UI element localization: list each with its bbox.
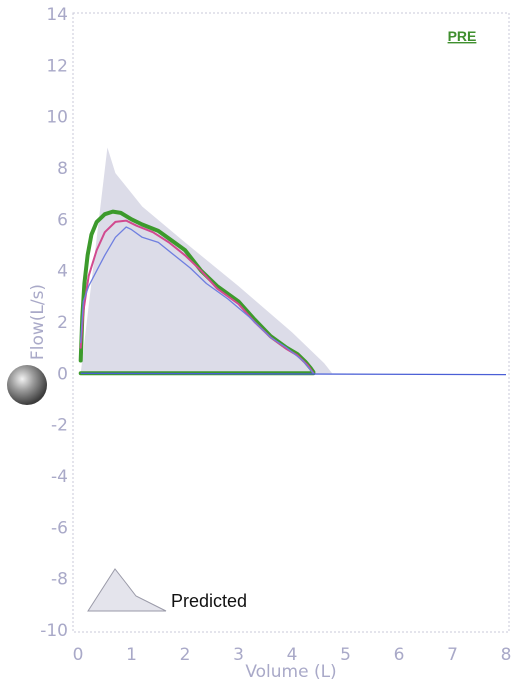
y-tick-label: 14	[46, 5, 68, 25]
x-axis-label: Volume (L)	[245, 662, 336, 682]
series-layer	[78, 209, 507, 376]
y-tick-label: -10	[40, 621, 68, 641]
predicted-area	[80, 147, 333, 374]
y-tick-label: 12	[46, 56, 68, 76]
sphere-marker-icon[interactable]	[7, 365, 47, 405]
y-tick-label: 8	[57, 159, 68, 179]
y-axis-label: Flow(L/s)	[28, 284, 48, 360]
x-tick-labels: 0 1 2 3 4 5 6 7 8	[73, 645, 512, 665]
y-tick-label: 10	[46, 108, 68, 128]
legend-predicted-swatch	[87, 568, 167, 612]
y-tick-label: 2	[57, 313, 68, 333]
y-tick-labels: 14 12 10 8 6 4 2 0 -2 -4 -6 -8 -10	[40, 5, 68, 641]
x-tick-label: 7	[447, 645, 458, 665]
predicted-region	[80, 147, 333, 374]
series-line-3	[80, 226, 315, 374]
y-tick-label: 6	[57, 210, 68, 230]
y-tick-label: 0	[57, 364, 68, 384]
x-tick-label: 8	[501, 645, 512, 665]
x-tick-label: 6	[394, 645, 405, 665]
x-tick-label: 1	[126, 645, 137, 665]
x-tick-label: 4	[287, 645, 298, 665]
plot-frame	[72, 12, 510, 633]
pre-tag: PRE	[448, 28, 477, 44]
legend: Predicted	[87, 568, 247, 612]
x-tick-label: 3	[233, 645, 244, 665]
y-tick-label: -6	[51, 518, 68, 538]
baseline-line	[80, 372, 507, 376]
y-tick-label: -2	[51, 416, 68, 436]
y-tick-label: 4	[57, 262, 68, 282]
y-tick-label: -4	[51, 467, 68, 487]
x-tick-label: 5	[340, 645, 351, 665]
x-tick-label: 0	[73, 645, 84, 665]
series-line-2	[79, 219, 315, 375]
x-tick-label: 2	[180, 645, 191, 665]
legend-predicted-label: Predicted	[171, 591, 247, 611]
y-tick-label: -8	[51, 570, 68, 590]
